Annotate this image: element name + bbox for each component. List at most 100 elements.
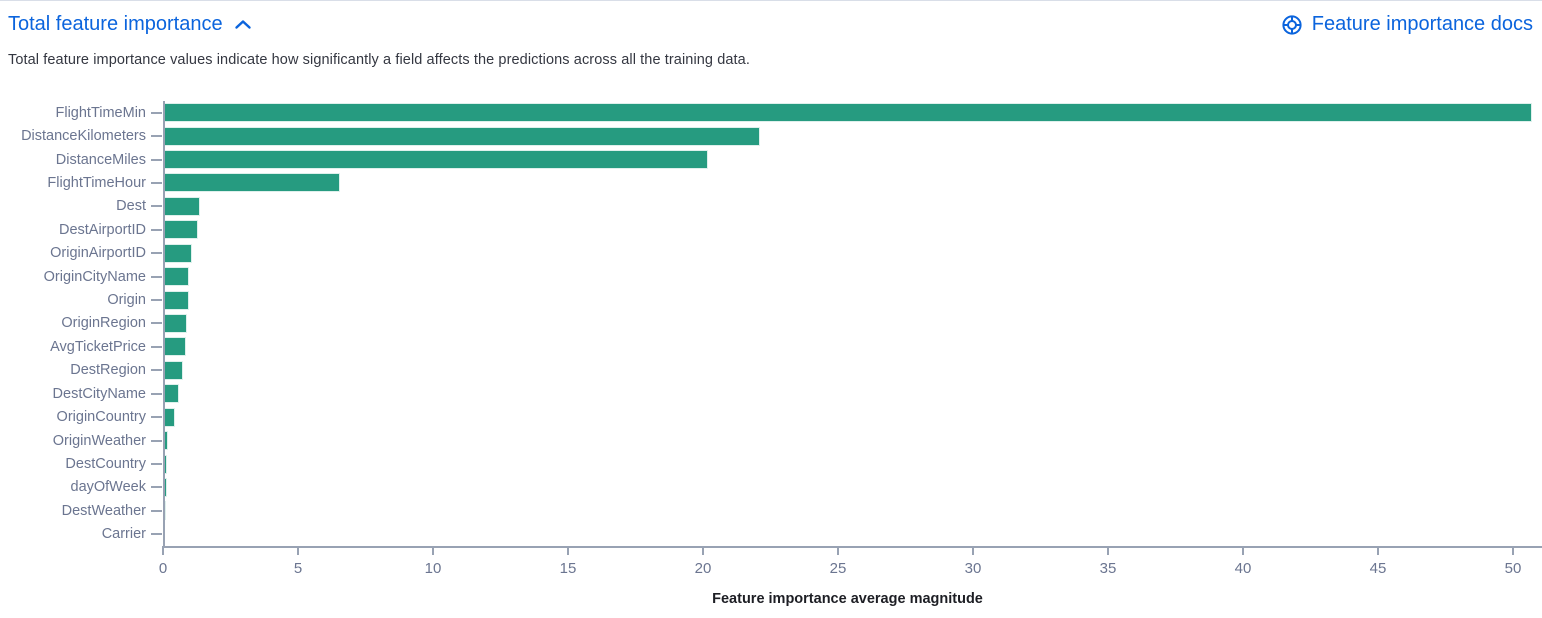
chart-row: FlightTimeMin [0, 101, 1542, 124]
y-axis-tick [151, 111, 162, 114]
x-axis-title: Feature importance average magnitude [712, 591, 983, 607]
y-axis-label: OriginCityName [43, 268, 146, 285]
chart-row: OriginRegion [0, 312, 1542, 335]
chart-row: AvgTicketPrice [0, 335, 1542, 358]
x-axis-line [163, 546, 1542, 548]
y-axis-tick [151, 205, 162, 208]
x-axis-tick-label: 20 [694, 560, 712, 577]
chart-row: Carrier [0, 523, 1542, 546]
x-axis-tick [1377, 546, 1379, 555]
section-title: Total feature importance [8, 13, 223, 35]
bar-OriginRegion[interactable] [163, 313, 188, 333]
chart-row: Dest [0, 195, 1542, 218]
y-axis-tick [151, 392, 162, 395]
y-axis-label: DistanceKilometers [21, 128, 146, 145]
y-axis-tick [151, 158, 162, 161]
section-toggle-total-feature-importance[interactable]: Total feature importance [8, 13, 252, 36]
y-axis-tick [151, 509, 162, 512]
x-axis-tick [1107, 546, 1109, 555]
y-axis-tick [151, 181, 162, 184]
chart-row: FlightTimeHour [0, 171, 1542, 194]
x-axis-tick-label: 25 [829, 560, 847, 577]
chart-row: DestCityName [0, 382, 1542, 405]
y-axis-label: OriginWeather [52, 432, 146, 449]
y-axis-label: OriginCountry [56, 409, 146, 426]
y-axis-tick [151, 439, 162, 442]
feature-importance-docs-link[interactable]: Feature importance docs [1281, 13, 1533, 36]
y-axis-tick [151, 369, 162, 372]
bar-OriginAirportID[interactable] [163, 243, 193, 263]
x-axis-tick [162, 546, 164, 555]
y-axis-label: DistanceMiles [55, 151, 146, 168]
y-axis-tick [151, 135, 162, 138]
chart-row: OriginCountry [0, 405, 1542, 428]
chart-row: dayOfWeek [0, 476, 1542, 499]
y-axis-tick [151, 416, 162, 419]
y-axis-label: DestCountry [65, 456, 146, 473]
bar-DestAirportID[interactable] [163, 220, 199, 240]
x-axis-tick-label: 30 [964, 560, 982, 577]
y-axis-tick [151, 486, 162, 489]
chart-row: DestWeather [0, 499, 1542, 522]
bar-Dest[interactable] [163, 196, 200, 216]
x-axis-tick [1512, 546, 1514, 555]
x-axis-tick [702, 546, 704, 555]
chart-row: DestAirportID [0, 218, 1542, 241]
y-axis-tick [151, 533, 162, 536]
y-axis-line [163, 101, 165, 546]
y-axis-label: DestCityName [52, 385, 146, 402]
x-axis-tick [567, 546, 569, 555]
chart-row: DistanceKilometers [0, 124, 1542, 147]
chevron-up-icon [234, 19, 252, 30]
help-icon [1281, 14, 1303, 36]
chart-row: OriginWeather [0, 429, 1542, 452]
y-axis-label: FlightTimeMin [55, 104, 146, 121]
bar-DistanceMiles[interactable] [163, 150, 709, 170]
bar-FlightTimeHour[interactable] [163, 173, 340, 193]
y-axis-label: Dest [116, 198, 146, 215]
y-axis-tick [151, 228, 162, 231]
y-axis-label: OriginAirportID [50, 245, 146, 262]
bar-DestRegion[interactable] [163, 360, 184, 380]
y-axis-tick [151, 463, 162, 466]
chart-row: DestRegion [0, 359, 1542, 382]
x-axis-tick-label: 15 [559, 560, 577, 577]
chart-row: DistanceMiles [0, 148, 1542, 171]
bar-Origin[interactable] [163, 290, 190, 310]
bar-FlightTimeMin[interactable] [163, 103, 1532, 123]
bar-AvgTicketPrice[interactable] [163, 337, 186, 357]
x-axis-tick-label: 45 [1369, 560, 1387, 577]
y-axis-tick [151, 345, 162, 348]
y-axis-label: DestAirportID [58, 221, 146, 238]
x-axis-tick-label: 5 [293, 560, 303, 577]
bar-OriginCityName[interactable] [163, 267, 190, 287]
y-axis-tick [151, 299, 162, 302]
x-axis-tick-label: 35 [1099, 560, 1117, 577]
y-axis-tick [151, 322, 162, 325]
docs-link-label: Feature importance docs [1311, 13, 1533, 35]
x-axis-tick-label: 0 [158, 560, 168, 577]
chart-row: OriginAirportID [0, 242, 1542, 265]
y-axis-label: OriginRegion [61, 315, 146, 332]
chart-row: DestCountry [0, 452, 1542, 475]
y-axis-label: FlightTimeHour [47, 174, 146, 191]
section-description: Total feature importance values indicate… [8, 52, 750, 68]
y-axis-label: Carrier [101, 526, 146, 543]
y-axis-label: AvgTicketPrice [50, 338, 146, 355]
y-axis-tick [151, 275, 162, 278]
bar-DestCityName[interactable] [163, 384, 179, 404]
y-axis-label: dayOfWeek [70, 479, 147, 496]
x-axis-tick [1242, 546, 1244, 555]
chart-row: OriginCityName [0, 265, 1542, 288]
chart-row: Origin [0, 288, 1542, 311]
x-axis-tick [972, 546, 974, 555]
x-axis-tick [297, 546, 299, 555]
bar-DistanceKilometers[interactable] [163, 126, 760, 146]
y-axis-tick [151, 252, 162, 255]
x-axis-tick-label: 10 [424, 560, 442, 577]
x-axis-tick [432, 546, 434, 555]
x-axis-tick-label: 40 [1234, 560, 1252, 577]
x-axis-tick [837, 546, 839, 555]
